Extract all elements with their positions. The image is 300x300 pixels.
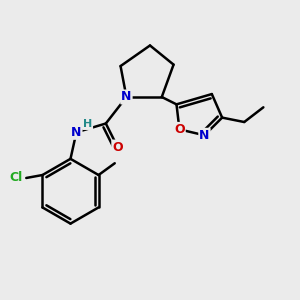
Text: N: N [199,129,210,142]
Text: Cl: Cl [9,172,22,184]
Text: O: O [112,141,123,154]
Text: O: O [174,123,185,136]
Text: H: H [83,119,92,129]
Text: N: N [121,91,132,103]
Text: N: N [71,126,82,139]
